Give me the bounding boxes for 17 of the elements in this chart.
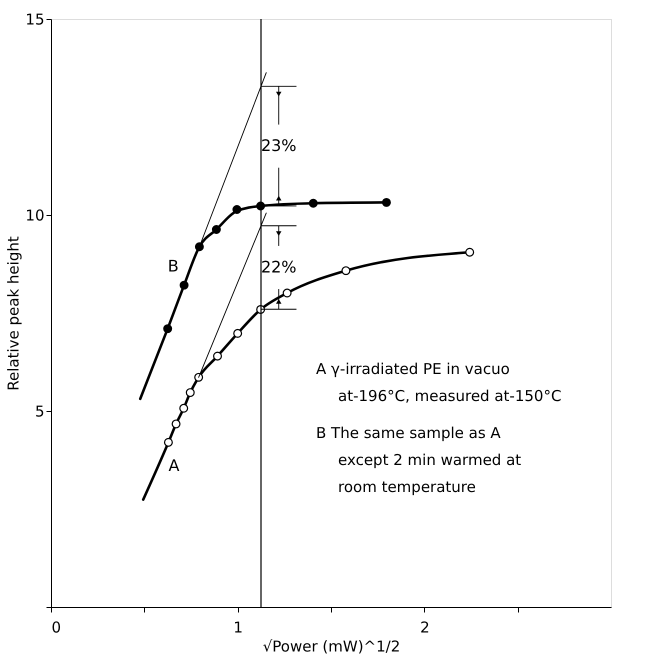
y-tick-label: 5 — [34, 402, 44, 420]
annotation: 22% — [260, 257, 297, 276]
annotation: B The same sample as A — [316, 424, 502, 442]
y-axis-title: Relative peak height — [4, 236, 22, 391]
x-tick-label: 1 — [233, 618, 243, 636]
x-axis-title: √Power (mW)^1/2 — [262, 638, 400, 656]
y-tick-label: 10 — [25, 206, 44, 224]
y-tick-label: 15 — [25, 10, 44, 28]
x-tick-label: 2 — [420, 618, 430, 636]
annotation: at-196°C, measured at-150°C — [338, 387, 562, 405]
annotation: B — [168, 256, 179, 276]
annotation: room temperature — [338, 478, 476, 496]
annotation: A — [168, 456, 180, 475]
annotation: except 2 min warmed at — [338, 451, 522, 469]
annotation: A γ-irradiated PE in vacuo — [316, 360, 510, 378]
annotation: 23% — [260, 136, 297, 156]
x-tick-label: 0 — [52, 618, 62, 636]
